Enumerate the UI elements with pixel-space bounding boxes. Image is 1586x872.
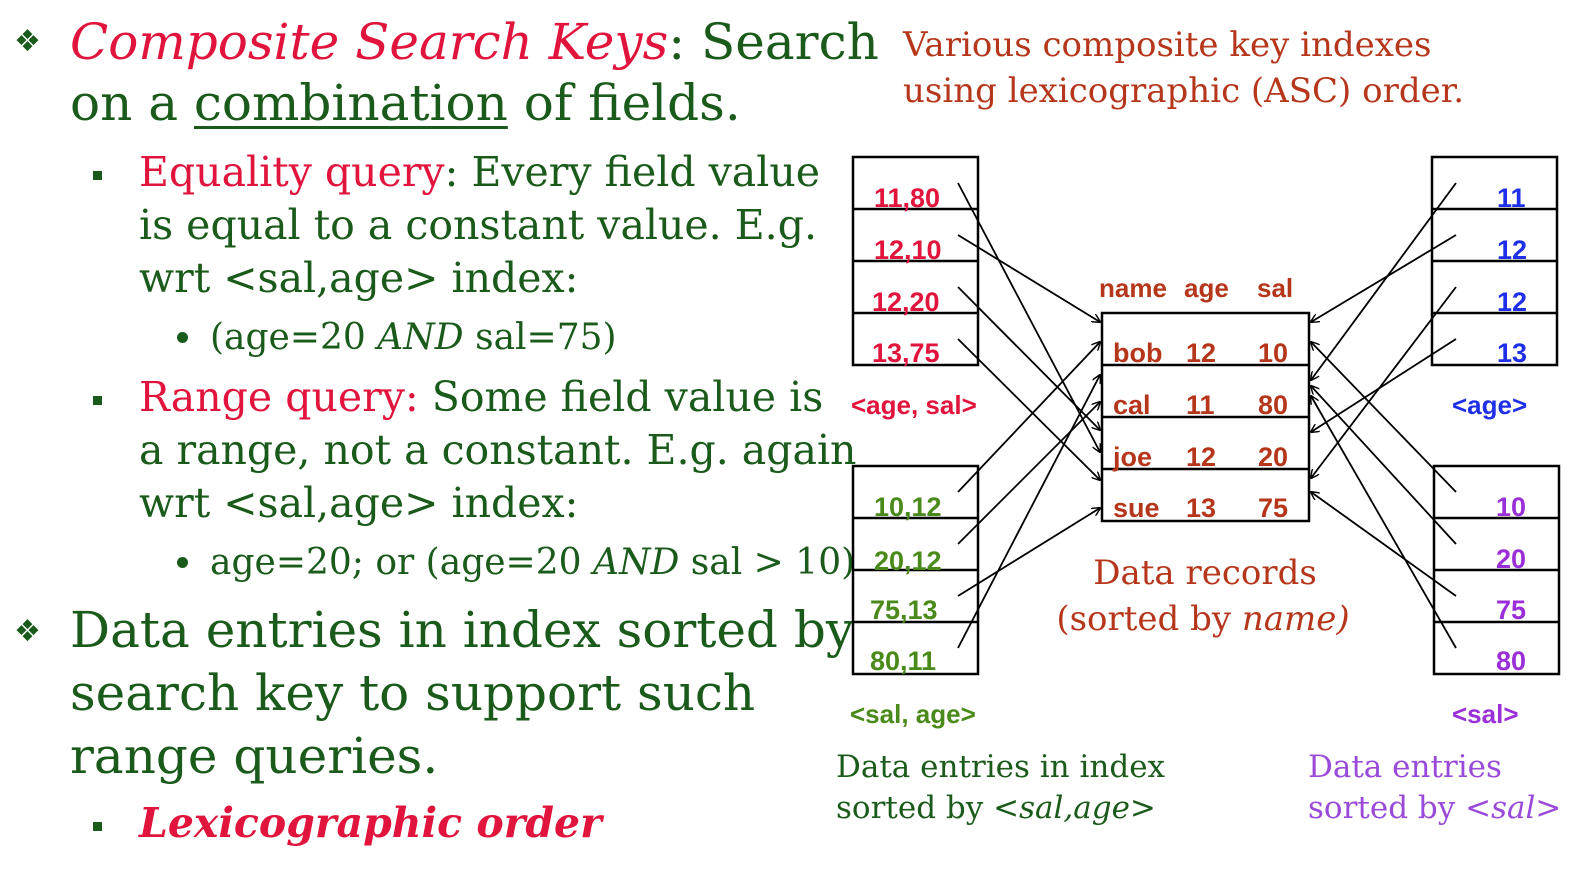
composite-search-keys-term: Composite Search Keys — [70, 13, 669, 71]
age-sal-entry: 12,20 — [872, 287, 940, 317]
records-header-sal: sal — [1257, 273, 1293, 303]
range-query-line3: wrt <sal,age> index: — [139, 479, 579, 527]
sal-entry: 20 — [1496, 544, 1526, 574]
record-age: 12 — [1186, 442, 1216, 472]
record-sal: 80 — [1258, 390, 1288, 420]
sal-pointers — [1311, 342, 1457, 649]
square-bullet-icon — [93, 822, 102, 831]
sal-age-caption-line1: Data entries in index — [836, 749, 1166, 785]
age-entry: 12 — [1497, 287, 1527, 317]
range-example: age=20; or (age=20 AND sal > 10) — [210, 542, 856, 583]
sal-entry: 10 — [1496, 492, 1526, 522]
sal-age-entry: 20,12 — [874, 546, 942, 576]
range-query-term: Range query: — [139, 373, 419, 421]
sal-age-index: 10,12 20,12 75,13 80,11 — [851, 464, 980, 676]
records-caption-line2: (sorted by name) — [1056, 599, 1349, 639]
sal-age-index-label: <sal, age> — [850, 699, 976, 729]
age-entry: 13 — [1497, 338, 1527, 368]
age-sal-entry: 13,75 — [872, 338, 940, 368]
equality-query-term: Equality query — [139, 148, 445, 196]
sal-index: 10 20 75 80 — [1432, 464, 1561, 676]
range-query-line1: Range query: Some field value is — [139, 373, 824, 421]
age-sal-entry: 11,80 — [874, 183, 940, 213]
record-name: sue — [1113, 493, 1160, 523]
diamond-bullet-icon: ❖ — [14, 24, 41, 59]
top-note-line1: Various composite key indexes — [902, 25, 1432, 65]
record-name: bob — [1113, 338, 1162, 368]
bullet-data-entries-line3: range queries. — [70, 727, 439, 785]
record-sal: 75 — [1258, 493, 1288, 523]
round-bullet-icon — [177, 332, 188, 343]
range-query-line2: a range, not a constant. E.g. again — [139, 426, 857, 474]
round-bullet-icon — [177, 557, 188, 568]
lexicographic-order-term: Lexicographic order — [139, 799, 602, 847]
age-sal-entry: 12,10 — [874, 235, 942, 265]
equality-query-line1: Equality query: Every field value — [139, 148, 820, 196]
age-entry: 11 — [1497, 183, 1526, 213]
top-note-line2: using lexicographic (ASC) order. — [903, 71, 1464, 111]
square-bullet-icon — [93, 171, 102, 180]
bullet-composite-keys-line1: Composite Search Keys: Search — [70, 13, 879, 71]
records-caption-line1: Data records — [1093, 553, 1317, 593]
sal-caption-line1: Data entries — [1308, 749, 1502, 785]
age-sal-pointers — [957, 182, 1100, 480]
equality-example: (age=20 AND sal=75) — [210, 317, 617, 358]
age-sal-index-label: <age, sal> — [851, 390, 977, 420]
records-header-age: age — [1184, 273, 1229, 303]
record-age: 13 — [1186, 493, 1216, 523]
bullet-composite-keys-line2: on a combination of fields. — [70, 74, 741, 132]
age-entry: 12 — [1497, 235, 1527, 265]
age-index: 11 12 12 13 — [1430, 155, 1559, 368]
sal-age-entry: 80,11 — [870, 646, 936, 676]
record-sal: 10 — [1258, 338, 1288, 368]
sal-age-entry: 75,13 — [870, 595, 938, 625]
equality-query-line2: is equal to a constant value. E.g. — [139, 201, 817, 249]
diamond-bullet-icon: ❖ — [14, 614, 41, 649]
bullet-data-entries-line1: Data entries in index sorted by — [70, 601, 855, 659]
record-name: cal — [1113, 390, 1151, 420]
sal-entry: 80 — [1496, 646, 1526, 676]
equality-query-line3: wrt <sal,age> index: — [139, 254, 579, 302]
age-sal-index: 11,80 12,10 12,20 13,75 — [851, 155, 980, 368]
sal-entry: 75 — [1496, 595, 1526, 625]
sal-age-entry: 10,12 — [874, 492, 942, 522]
sal-age-pointers — [957, 342, 1100, 649]
records-header-name: name — [1099, 273, 1167, 303]
sal-index-label: <sal> — [1452, 699, 1519, 729]
bullet-data-entries-line2: search key to support such — [70, 664, 756, 722]
age-pointers — [1311, 182, 1457, 478]
record-age: 12 — [1186, 338, 1216, 368]
record-age: 11 — [1186, 390, 1215, 420]
square-bullet-icon — [93, 396, 102, 405]
age-index-label: <age> — [1452, 390, 1527, 420]
record-name: joe — [1112, 442, 1152, 472]
sal-age-caption-line2: sorted by <sal,age> — [836, 790, 1156, 826]
data-records-table: name age sal bob 12 10 cal 11 80 joe 12 … — [1099, 273, 1311, 523]
combination-term: combination — [193, 74, 508, 132]
record-sal: 20 — [1258, 442, 1288, 472]
sal-caption-line2: sorted by <sal> — [1308, 790, 1561, 826]
